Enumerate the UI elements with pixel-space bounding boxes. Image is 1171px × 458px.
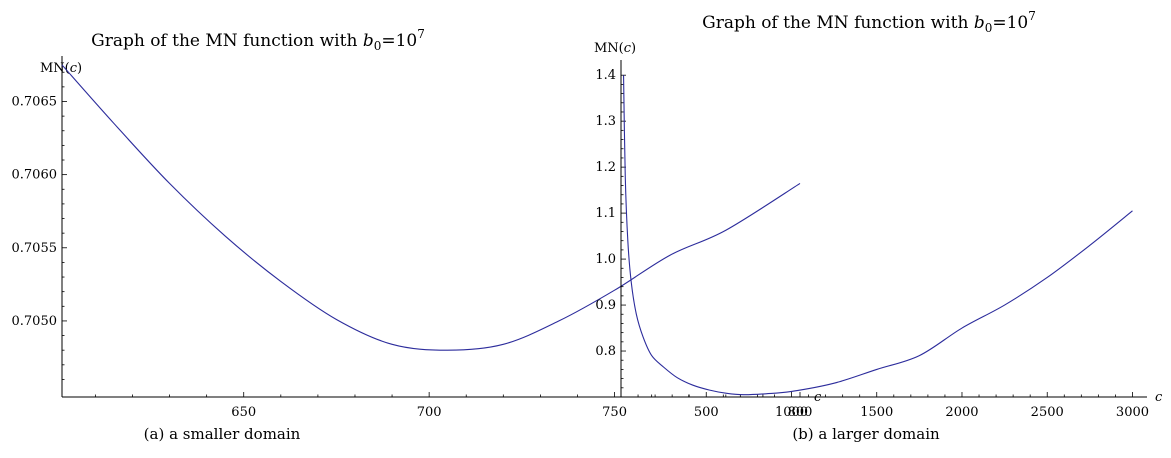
chart-a-ylabel: MN(c) [40, 61, 82, 76]
chart-panel-a: Graph of the MN function with b0=107 MN(… [12, 27, 823, 443]
y-tick-label: 1.1 [595, 206, 616, 221]
chart-b-title: Graph of the MN function with b0=107 [702, 9, 1036, 35]
x-tick-label: 1000 [775, 405, 808, 420]
chart-a-xticks: 650 700 750 800 [94, 392, 813, 420]
x-tick-label: 800 [788, 405, 813, 420]
chart-b-caption: (b) a larger domain [792, 425, 940, 443]
x-axis-label: c [1155, 390, 1163, 405]
y-tick-label: 0.7050 [12, 314, 58, 329]
chart-b-xticks: 500 1000 1500 2000 2500 3000 [637, 392, 1149, 420]
chart-a-series-line [61, 64, 801, 351]
y-tick-label: 1.3 [595, 114, 616, 129]
y-tick-label: 1.4 [595, 68, 616, 83]
chart-b-axes: c [620, 60, 1163, 405]
chart-panel-b: Graph of the MN function with b0=107 MN(… [594, 9, 1163, 443]
x-tick-label: 3000 [1116, 405, 1149, 420]
y-tick-label: 0.7065 [12, 94, 58, 109]
x-tick-label: 2500 [1031, 405, 1064, 420]
chart-a-axes: c [61, 56, 822, 405]
x-tick-label: 700 [417, 405, 442, 420]
y-tick-label: 0.9 [595, 298, 616, 313]
y-tick-label: 0.7055 [12, 241, 58, 256]
y-tick-label: 1.0 [595, 252, 616, 267]
x-tick-label: 1500 [860, 405, 893, 420]
y-tick-label: 0.8 [595, 344, 616, 359]
y-tick-label: 0.7060 [12, 168, 58, 183]
chart-a-caption: (a) a smaller domain [144, 425, 301, 443]
x-tick-label: 750 [602, 405, 627, 420]
x-tick-label: 500 [694, 405, 719, 420]
chart-b-series-line [623, 75, 1133, 396]
chart-b-yticks: 0.8 0.9 1.0 1.1 1.2 1.3 1.4 [595, 68, 626, 389]
x-tick-label: 650 [231, 405, 256, 420]
chart-b-ylabel: MN(c) [594, 41, 636, 56]
chart-a-yticks: 0.7050 0.7055 0.7060 0.7065 [12, 71, 67, 380]
y-tick-label: 1.2 [595, 160, 616, 175]
x-tick-label: 2000 [945, 405, 978, 420]
chart-a-title: Graph of the MN function with b0=107 [91, 27, 425, 53]
